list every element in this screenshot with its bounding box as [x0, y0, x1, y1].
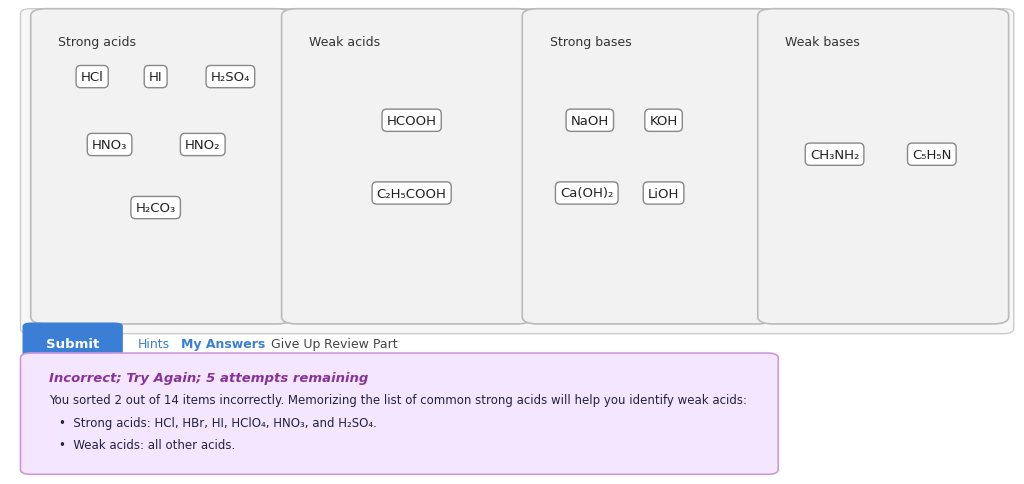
- FancyBboxPatch shape: [758, 10, 1009, 324]
- FancyBboxPatch shape: [23, 323, 123, 365]
- Text: Weak acids: Weak acids: [309, 36, 380, 49]
- Text: H₂SO₄: H₂SO₄: [211, 71, 250, 84]
- Text: H₂CO₃: H₂CO₃: [135, 202, 176, 214]
- Text: Strong acids: Strong acids: [58, 36, 136, 49]
- Text: My Answers: My Answers: [181, 338, 265, 350]
- Text: LiOH: LiOH: [648, 187, 679, 200]
- Text: Ca(OH)₂: Ca(OH)₂: [560, 187, 613, 200]
- Text: Give Up: Give Up: [271, 338, 321, 350]
- FancyBboxPatch shape: [20, 353, 778, 474]
- Text: Incorrect; Try Again; 5 attempts remaining: Incorrect; Try Again; 5 attempts remaini…: [49, 371, 369, 384]
- Text: NaOH: NaOH: [570, 115, 609, 127]
- Text: Strong bases: Strong bases: [550, 36, 632, 49]
- FancyBboxPatch shape: [522, 10, 773, 324]
- Text: Hints: Hints: [138, 338, 170, 350]
- Text: HCOOH: HCOOH: [387, 115, 436, 127]
- Text: C₅H₅N: C₅H₅N: [912, 149, 951, 161]
- FancyBboxPatch shape: [20, 10, 1014, 334]
- FancyBboxPatch shape: [31, 10, 292, 324]
- Text: Review Part: Review Part: [324, 338, 397, 350]
- FancyBboxPatch shape: [282, 10, 532, 324]
- Text: Submit: Submit: [46, 338, 99, 350]
- Text: •  Strong acids: HCl, HBr, HI, HClO₄, HNO₃, and H₂SO₄.: • Strong acids: HCl, HBr, HI, HClO₄, HNO…: [59, 416, 377, 429]
- Text: HI: HI: [148, 71, 163, 84]
- Text: KOH: KOH: [649, 115, 678, 127]
- Text: CH₃NH₂: CH₃NH₂: [810, 149, 859, 161]
- Text: You sorted 2 out of 14 items incorrectly. Memorizing the list of common strong a: You sorted 2 out of 14 items incorrectly…: [49, 393, 748, 406]
- Text: HNO₂: HNO₂: [185, 139, 220, 151]
- Text: Weak bases: Weak bases: [785, 36, 860, 49]
- Text: C₂H₅COOH: C₂H₅COOH: [377, 187, 446, 200]
- Text: HNO₃: HNO₃: [92, 139, 127, 151]
- Text: HCl: HCl: [81, 71, 103, 84]
- Text: •  Weak acids: all other acids.: • Weak acids: all other acids.: [59, 438, 236, 451]
